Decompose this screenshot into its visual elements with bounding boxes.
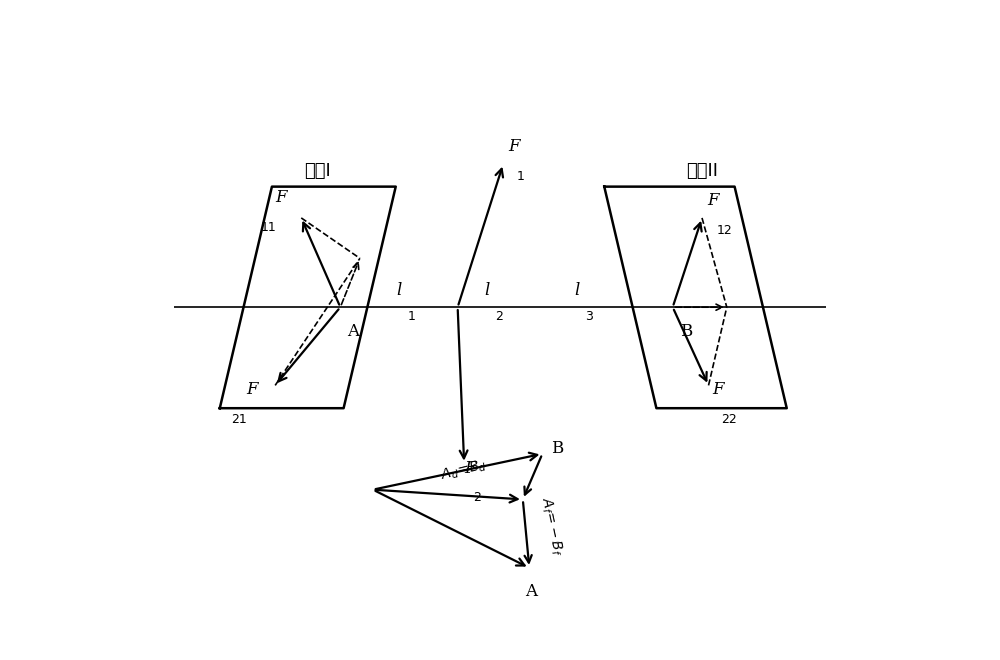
Text: A: A — [347, 323, 359, 341]
Text: F: F — [464, 459, 476, 477]
Text: F: F — [246, 381, 258, 399]
Text: 22: 22 — [722, 412, 737, 426]
Text: F: F — [275, 189, 286, 206]
Text: 3: 3 — [585, 310, 593, 323]
Text: l: l — [574, 282, 580, 299]
Text: 2: 2 — [473, 491, 481, 504]
Text: F: F — [707, 193, 719, 209]
Text: $A_d\!=\!B_d$: $A_d\!=\!B_d$ — [439, 457, 489, 484]
Text: 2: 2 — [495, 310, 503, 323]
Text: B: B — [551, 440, 563, 457]
Text: 平面I: 平面I — [304, 162, 331, 180]
Text: 21: 21 — [232, 412, 247, 426]
Text: 平面II: 平面II — [686, 162, 718, 180]
Text: F: F — [712, 381, 724, 399]
Text: F: F — [508, 139, 519, 155]
Text: 1: 1 — [407, 310, 415, 323]
Text: 12: 12 — [716, 224, 732, 237]
Text: 11: 11 — [260, 220, 276, 234]
Text: l: l — [484, 282, 490, 299]
Text: 1: 1 — [517, 170, 525, 183]
Text: $A_f\!=\!-B_f$: $A_f\!=\!-B_f$ — [537, 496, 565, 558]
Text: A: A — [525, 583, 537, 600]
Text: B: B — [681, 323, 693, 341]
Text: l: l — [396, 282, 402, 299]
